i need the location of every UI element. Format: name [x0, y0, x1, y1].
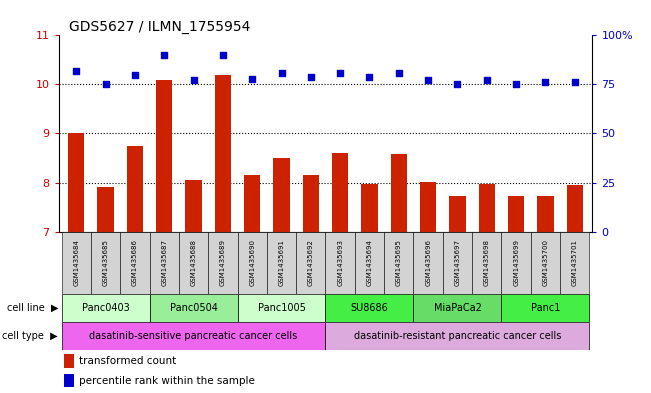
Text: GSM1435695: GSM1435695: [396, 239, 402, 286]
Text: cell line  ▶: cell line ▶: [7, 303, 58, 313]
Point: [540, 79, 551, 86]
Bar: [501, 231, 531, 294]
Bar: [238, 231, 267, 294]
Bar: [478, 184, 495, 231]
Text: dasatinib-sensitive pancreatic cancer cells: dasatinib-sensitive pancreatic cancer ce…: [89, 331, 298, 341]
Bar: [156, 79, 173, 231]
Bar: [413, 231, 443, 294]
Bar: [501, 294, 589, 322]
Bar: [384, 231, 413, 294]
Bar: [531, 231, 560, 294]
Point: [423, 77, 434, 84]
Text: GSM1435687: GSM1435687: [161, 239, 167, 286]
Bar: [179, 231, 208, 294]
Point: [452, 81, 463, 88]
Text: GSM1435685: GSM1435685: [102, 239, 109, 286]
Text: GSM1435689: GSM1435689: [220, 239, 226, 286]
Bar: [127, 146, 143, 231]
Point: [130, 72, 140, 78]
Bar: [120, 231, 150, 294]
Text: GDS5627 / ILMN_1755954: GDS5627 / ILMN_1755954: [69, 20, 251, 34]
Bar: [413, 294, 501, 322]
Point: [247, 75, 257, 82]
Bar: [449, 196, 465, 231]
Text: Panc1: Panc1: [531, 303, 560, 313]
Bar: [238, 294, 326, 322]
Bar: [68, 134, 84, 231]
Text: GSM1435693: GSM1435693: [337, 239, 343, 286]
Point: [159, 52, 169, 58]
Bar: [150, 231, 179, 294]
Text: Panc1005: Panc1005: [258, 303, 305, 313]
Bar: [62, 294, 150, 322]
Bar: [326, 231, 355, 294]
Point: [305, 73, 316, 80]
Bar: [303, 175, 319, 231]
Bar: [508, 196, 524, 231]
Bar: [538, 196, 553, 231]
Text: GSM1435696: GSM1435696: [425, 239, 431, 286]
Text: SU8686: SU8686: [351, 303, 389, 313]
Point: [335, 70, 346, 76]
Bar: [420, 182, 436, 231]
Text: GSM1435699: GSM1435699: [513, 239, 519, 286]
Bar: [443, 231, 472, 294]
Text: MiaPaCa2: MiaPaCa2: [434, 303, 482, 313]
Bar: [64, 354, 74, 368]
Bar: [567, 185, 583, 231]
Bar: [215, 75, 231, 231]
Bar: [273, 158, 290, 231]
Point: [100, 81, 111, 88]
Bar: [186, 180, 202, 231]
Bar: [361, 184, 378, 231]
Text: GSM1435691: GSM1435691: [279, 239, 284, 286]
Point: [511, 81, 521, 88]
Bar: [208, 231, 238, 294]
Text: GSM1435692: GSM1435692: [308, 239, 314, 286]
Bar: [62, 322, 326, 350]
Point: [71, 68, 81, 74]
Bar: [326, 294, 413, 322]
Point: [188, 77, 199, 84]
Bar: [150, 294, 238, 322]
Point: [217, 52, 228, 58]
Point: [482, 77, 492, 84]
Text: percentile rank within the sample: percentile rank within the sample: [79, 376, 255, 386]
Bar: [326, 322, 589, 350]
Text: dasatinib-resistant pancreatic cancer cells: dasatinib-resistant pancreatic cancer ce…: [353, 331, 561, 341]
Text: cell type  ▶: cell type ▶: [3, 331, 58, 341]
Text: GSM1435690: GSM1435690: [249, 239, 255, 286]
Point: [394, 70, 404, 76]
Text: GSM1435701: GSM1435701: [572, 239, 578, 286]
Text: GSM1435694: GSM1435694: [367, 239, 372, 286]
Text: GSM1435684: GSM1435684: [73, 239, 79, 286]
Bar: [332, 153, 348, 231]
Text: Panc0403: Panc0403: [81, 303, 130, 313]
Bar: [472, 231, 501, 294]
Bar: [296, 231, 326, 294]
Text: Panc0504: Panc0504: [169, 303, 217, 313]
Bar: [391, 154, 407, 231]
Bar: [560, 231, 589, 294]
Bar: [267, 231, 296, 294]
Bar: [244, 175, 260, 231]
Bar: [98, 187, 113, 231]
Text: transformed count: transformed count: [79, 356, 176, 366]
Point: [570, 79, 580, 86]
Text: GSM1435688: GSM1435688: [191, 239, 197, 286]
Text: GSM1435686: GSM1435686: [132, 239, 138, 286]
Point: [365, 73, 375, 80]
Bar: [64, 374, 74, 387]
Bar: [62, 231, 91, 294]
Point: [276, 70, 286, 76]
Text: GSM1435697: GSM1435697: [454, 239, 460, 286]
Bar: [355, 231, 384, 294]
Text: GSM1435700: GSM1435700: [542, 239, 549, 286]
Bar: [91, 231, 120, 294]
Text: GSM1435698: GSM1435698: [484, 239, 490, 286]
